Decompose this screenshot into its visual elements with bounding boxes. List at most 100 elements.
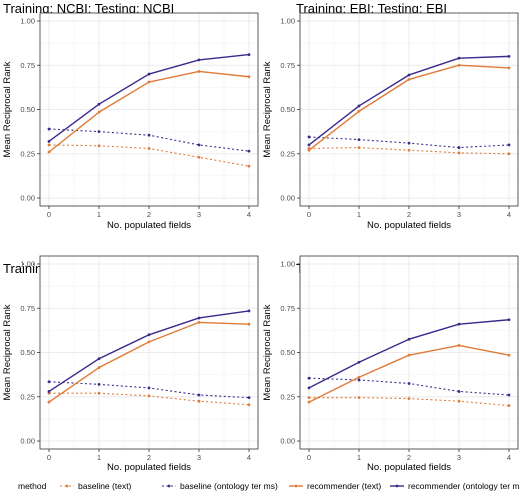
y-tick-label: 0.75 [20, 304, 35, 313]
data-point-baseline-ontology [47, 127, 51, 131]
x-tick-label: 4 [247, 453, 251, 462]
data-point-recommender-ontology [457, 322, 461, 326]
legend-title: method [18, 481, 47, 491]
data-point-recommender-text [457, 63, 461, 67]
data-point-baseline-ontology [197, 393, 201, 397]
data-point-baseline-text [357, 396, 361, 400]
x-tick-label: 2 [147, 453, 151, 462]
data-point-baseline-ontology [357, 378, 361, 382]
data-point-recommender-text [147, 80, 151, 84]
y-tick-label: 0.00 [280, 194, 295, 203]
x-axis-label: No. populated fields [107, 462, 191, 473]
data-point-baseline-text [457, 399, 461, 403]
x-tick-label: 2 [147, 210, 151, 219]
y-tick-label: 0.25 [280, 392, 295, 401]
data-point-baseline-ontology [507, 393, 511, 397]
data-point-recommender-ontology [47, 390, 51, 393]
data-point-baseline-ontology [307, 135, 311, 139]
data-point-baseline-text [407, 148, 411, 152]
panel-4: Training: EBI; Testing: NCBI0.000.250.50… [262, 255, 519, 473]
y-tick-label: 0.50 [20, 348, 35, 357]
legend-item-baseline-text: baseline (text) [60, 481, 132, 491]
data-point-baseline-text [197, 155, 201, 159]
data-point-recommender-ontology [407, 337, 411, 341]
legend-item-recommender-text: recommender (text) [289, 481, 381, 491]
data-point-baseline-ontology [357, 138, 361, 142]
y-axis-label: Mean Reciprocal Rank [262, 61, 273, 157]
data-point-recommender-text [47, 150, 51, 154]
data-point-recommender-text [457, 344, 461, 347]
x-tick-label: 4 [507, 453, 511, 462]
legend-key-point [65, 484, 69, 488]
y-tick-label: 0.75 [280, 304, 295, 313]
x-tick-label: 3 [457, 453, 461, 462]
data-point-baseline-ontology [457, 146, 461, 149]
data-point-recommender-ontology [147, 333, 151, 337]
legend-label: recommender (text) [307, 481, 381, 491]
data-point-recommender-ontology [307, 143, 311, 147]
x-tick-label: 1 [357, 453, 361, 462]
x-tick-label: 2 [407, 210, 411, 219]
data-point-recommender-ontology [97, 357, 101, 361]
legend-label: baseline (text) [78, 481, 132, 491]
data-point-baseline-ontology [147, 133, 151, 137]
data-point-recommender-text [307, 400, 311, 404]
x-axis-label: No. populated fields [367, 220, 451, 231]
x-tick-label: 0 [47, 210, 51, 219]
data-point-recommender-text [97, 110, 101, 114]
legend: method baseline (text) baseline (ontology … [18, 481, 520, 491]
data-point-recommender-ontology [247, 53, 251, 57]
legend-key-point [167, 484, 171, 488]
data-point-baseline-text [147, 394, 151, 398]
data-point-baseline-text [357, 146, 361, 149]
data-point-recommender-ontology [507, 54, 511, 58]
data-point-recommender-text [147, 340, 151, 344]
data-point-baseline-text [247, 403, 251, 407]
y-axis-label: Mean Reciprocal Rank [2, 304, 13, 400]
data-point-baseline-ontology [507, 143, 511, 147]
x-tick-label: 0 [47, 453, 51, 462]
y-tick-label: 0.50 [280, 105, 295, 114]
data-point-recommender-ontology [197, 316, 201, 320]
y-tick-label: 0.50 [280, 348, 295, 357]
legend-label: recommender (ontology ter ms) [408, 481, 520, 491]
y-tick-label: 0.00 [280, 437, 295, 446]
data-point-baseline-text [197, 399, 201, 403]
legend-key-point [294, 484, 298, 488]
y-tick-label: 1.00 [280, 17, 295, 26]
data-point-baseline-ontology [97, 382, 101, 386]
data-point-recommender-ontology [457, 56, 461, 60]
data-point-baseline-ontology [307, 376, 311, 380]
x-tick-label: 3 [197, 210, 201, 219]
x-tick-label: 0 [307, 210, 311, 219]
y-axis-label: Mean Reciprocal Rank [262, 304, 273, 400]
data-point-baseline-text [507, 152, 511, 156]
data-point-baseline-text [307, 396, 311, 400]
data-point-recommender-text [247, 75, 251, 79]
data-point-recommender-text [357, 375, 361, 379]
y-tick-label: 1.00 [280, 260, 295, 269]
x-axis-label: No. populated fields [107, 220, 191, 231]
data-point-baseline-text [97, 144, 101, 148]
y-tick-label: 0.25 [20, 149, 35, 158]
data-point-recommender-text [507, 66, 511, 70]
data-point-baseline-text [247, 164, 251, 168]
panel-1: Training: NCBI; Testing: NCBI 0.00 0.25 0.5… [2, 1, 259, 231]
data-point-recommender-text [407, 77, 411, 81]
data-point-recommender-ontology [147, 72, 151, 76]
data-point-recommender-ontology [357, 104, 361, 108]
x-tick-label: 2 [407, 453, 411, 462]
data-point-recommender-text [247, 322, 251, 326]
data-point-baseline-ontology [97, 130, 101, 134]
data-point-baseline-ontology [247, 149, 251, 153]
y-axis-label: Mean Reciprocal Rank [2, 61, 13, 157]
data-point-recommender-ontology [247, 309, 251, 313]
x-tick-label: 1 [357, 210, 361, 219]
x-tick-label: 3 [457, 210, 461, 219]
data-point-recommender-text [47, 400, 51, 404]
y-tick-label: 0.00 [20, 194, 35, 203]
y-tick-label: 0.00 [20, 437, 35, 446]
data-point-recommender-ontology [407, 73, 411, 77]
x-tick-label: 1 [97, 453, 101, 462]
data-point-baseline-ontology [407, 141, 411, 145]
